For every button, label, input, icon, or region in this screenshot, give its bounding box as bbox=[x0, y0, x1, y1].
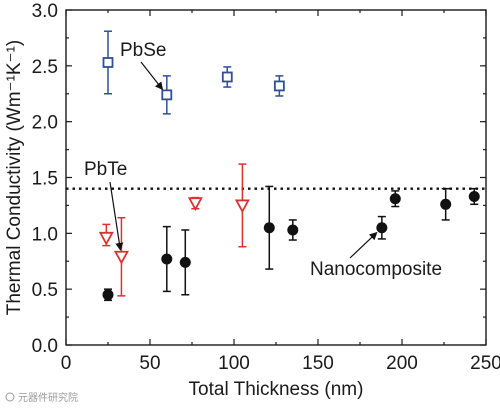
x-axis-title: Total Thickness (nm) bbox=[189, 379, 364, 400]
annotation-label: Nanocomposite bbox=[310, 259, 442, 280]
y-tick-label: 0.5 bbox=[32, 280, 58, 301]
watermark: 元器件研究院 bbox=[5, 391, 78, 404]
tick-layer: 0 50 100 150 200 250 0.0 0.5 1.0 1.5 2.0 2.5 3.0 bbox=[32, 1, 500, 374]
series-nanocomposite bbox=[102, 185, 480, 302]
data-point-square bbox=[102, 57, 114, 68]
series-pbte bbox=[98, 163, 250, 297]
annotation-arrow bbox=[349, 231, 378, 259]
annotation-label: PbSe bbox=[120, 40, 166, 61]
y-tick-label: 1.0 bbox=[32, 224, 58, 245]
data-point-circle bbox=[102, 289, 114, 301]
data-point-circle bbox=[468, 190, 480, 202]
annotation-arrow bbox=[109, 181, 124, 251]
y-tick-label: 0.0 bbox=[32, 336, 58, 357]
x-tick-label: 200 bbox=[386, 353, 418, 374]
x-tick-label: 100 bbox=[218, 353, 250, 374]
series-pbse bbox=[102, 30, 285, 115]
data-point-circle bbox=[287, 224, 299, 236]
x-tick-label: 0 bbox=[61, 353, 72, 374]
x-tick-label: 250 bbox=[470, 353, 500, 374]
data-point-circle bbox=[179, 256, 191, 268]
x-tick-label: 50 bbox=[139, 353, 160, 374]
watermark-logo-icon bbox=[5, 392, 15, 402]
data-point-square bbox=[273, 80, 285, 92]
data-point-triangle bbox=[187, 197, 203, 212]
annotation-layer: PbSe PbTe Nanocomposite bbox=[84, 40, 442, 280]
y-tick-label: 2.5 bbox=[32, 57, 58, 78]
y-tick-label: 3.0 bbox=[32, 1, 58, 22]
data-point-circle bbox=[376, 222, 388, 234]
data-point-square bbox=[221, 71, 233, 83]
data-point-triangle bbox=[234, 199, 250, 214]
data-point-circle bbox=[440, 198, 452, 210]
annotation-label: PbTe bbox=[84, 159, 127, 180]
annotation-arrow bbox=[140, 61, 164, 91]
data-point-circle bbox=[263, 222, 275, 234]
y-tick-label: 2.0 bbox=[32, 113, 58, 134]
series-layer bbox=[98, 30, 480, 302]
data-point-circle bbox=[161, 253, 173, 265]
y-tick-label: 1.5 bbox=[32, 169, 58, 190]
data-point-triangle bbox=[113, 250, 129, 265]
x-tick-label: 150 bbox=[302, 353, 334, 374]
data-point-circle bbox=[389, 193, 401, 205]
data-point-square bbox=[161, 89, 173, 101]
data-point-triangle bbox=[98, 231, 114, 246]
watermark-text: 元器件研究院 bbox=[18, 391, 78, 404]
y-axis-title: Thermal Conductivity (Wm⁻¹K⁻¹) bbox=[4, 40, 25, 316]
